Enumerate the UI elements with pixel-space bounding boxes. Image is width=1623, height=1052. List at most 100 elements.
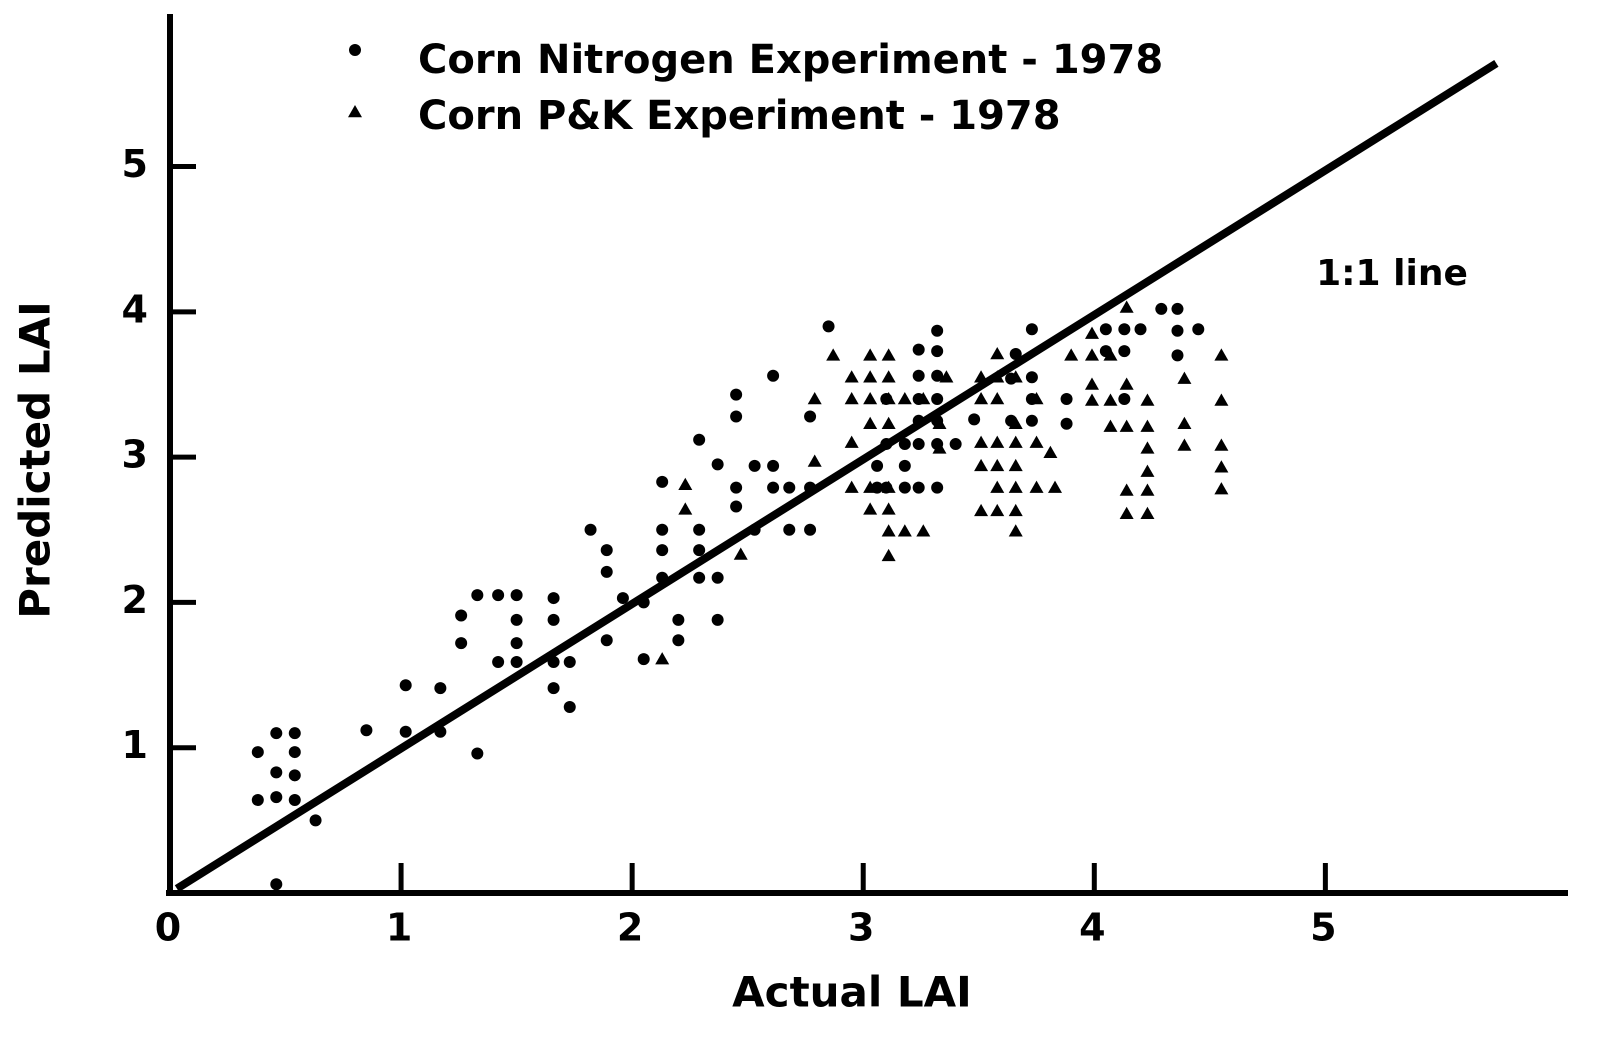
data-point bbox=[656, 523, 669, 536]
data-point bbox=[783, 523, 796, 536]
data-point bbox=[1119, 377, 1134, 390]
y-tick-label: 5 bbox=[122, 142, 148, 186]
data-point bbox=[931, 393, 944, 406]
data-point bbox=[881, 524, 896, 537]
data-point bbox=[912, 414, 925, 427]
data-point bbox=[881, 348, 896, 361]
data-point bbox=[881, 370, 896, 383]
x-tick-label: 0 bbox=[155, 906, 181, 950]
reference-line bbox=[174, 60, 1499, 893]
data-point bbox=[822, 320, 835, 333]
data-point bbox=[931, 369, 944, 382]
data-point bbox=[270, 766, 283, 779]
x-tick-label: 4 bbox=[1079, 906, 1105, 950]
data-point bbox=[974, 392, 989, 405]
data-point bbox=[807, 392, 822, 405]
data-point bbox=[270, 791, 283, 804]
data-point bbox=[1009, 347, 1022, 360]
data-point bbox=[804, 481, 817, 494]
data-point bbox=[767, 369, 780, 382]
legend-text: Corn Nitrogen Experiment - 1978 bbox=[418, 37, 1163, 83]
data-point bbox=[1103, 393, 1118, 406]
data-point bbox=[990, 435, 1005, 448]
data-point bbox=[1008, 370, 1023, 383]
data-point bbox=[547, 613, 560, 626]
data-point bbox=[1025, 414, 1038, 427]
data-point bbox=[711, 458, 724, 471]
data-point bbox=[1025, 371, 1038, 384]
data-point bbox=[863, 370, 878, 383]
data-point bbox=[931, 345, 944, 358]
data-point bbox=[693, 544, 706, 557]
data-point bbox=[288, 794, 301, 807]
data-point bbox=[1134, 323, 1147, 336]
data-point bbox=[1048, 480, 1063, 493]
data-point bbox=[510, 655, 523, 668]
data-point bbox=[974, 458, 989, 472]
data-point bbox=[1008, 480, 1023, 493]
y-tick-label: 2 bbox=[122, 578, 148, 622]
data-point bbox=[844, 370, 859, 383]
data-point bbox=[270, 878, 283, 891]
data-point bbox=[949, 438, 962, 451]
data-point bbox=[1029, 480, 1044, 493]
data-point bbox=[990, 346, 1005, 360]
data-point bbox=[939, 370, 954, 383]
data-point bbox=[844, 435, 859, 448]
data-point bbox=[730, 481, 743, 494]
data-point bbox=[1084, 393, 1099, 406]
data-point bbox=[783, 481, 796, 494]
data-point bbox=[1171, 324, 1184, 337]
data-point bbox=[1140, 464, 1155, 477]
data-point bbox=[510, 613, 523, 626]
data-point bbox=[897, 524, 912, 537]
data-point bbox=[637, 653, 650, 666]
data-point bbox=[360, 724, 373, 737]
data-point bbox=[1099, 323, 1112, 336]
annotation: 1:1 line bbox=[1316, 253, 1468, 294]
data-point bbox=[1140, 441, 1155, 454]
data-point bbox=[1008, 458, 1023, 472]
data-point bbox=[1060, 417, 1073, 430]
data-point bbox=[1008, 416, 1023, 429]
data-point bbox=[1084, 326, 1099, 339]
data-point bbox=[471, 747, 484, 760]
data-point bbox=[309, 814, 322, 827]
data-point bbox=[656, 544, 669, 557]
data-point bbox=[1214, 460, 1229, 473]
data-point bbox=[881, 392, 896, 405]
data-point bbox=[880, 438, 893, 451]
data-point bbox=[693, 571, 706, 584]
data-point bbox=[655, 652, 670, 665]
data-point bbox=[547, 592, 560, 605]
data-point bbox=[510, 589, 523, 602]
data-point bbox=[804, 410, 817, 423]
data-point bbox=[990, 503, 1005, 517]
data-point bbox=[693, 523, 706, 536]
data-point bbox=[863, 392, 878, 405]
data-point bbox=[1064, 348, 1079, 361]
x-tick-label: 1 bbox=[386, 906, 412, 950]
data-point bbox=[1103, 348, 1118, 361]
data-point bbox=[1008, 503, 1023, 517]
data-point bbox=[251, 746, 264, 759]
data-point bbox=[678, 477, 693, 490]
data-point bbox=[912, 343, 925, 356]
y-tick-label: 4 bbox=[122, 287, 148, 331]
data-point bbox=[974, 370, 989, 383]
data-point bbox=[990, 370, 1005, 383]
data-point bbox=[637, 596, 650, 609]
data-point bbox=[547, 682, 560, 695]
data-point bbox=[399, 725, 412, 738]
data-point bbox=[826, 348, 841, 361]
data-point bbox=[1119, 419, 1134, 432]
data-point bbox=[898, 481, 911, 494]
data-point bbox=[968, 413, 981, 426]
data-point bbox=[1043, 445, 1058, 459]
data-point bbox=[1140, 483, 1155, 496]
legend-marker bbox=[348, 105, 362, 118]
data-point bbox=[730, 388, 743, 401]
data-point bbox=[1140, 393, 1155, 406]
data-point bbox=[672, 634, 685, 647]
